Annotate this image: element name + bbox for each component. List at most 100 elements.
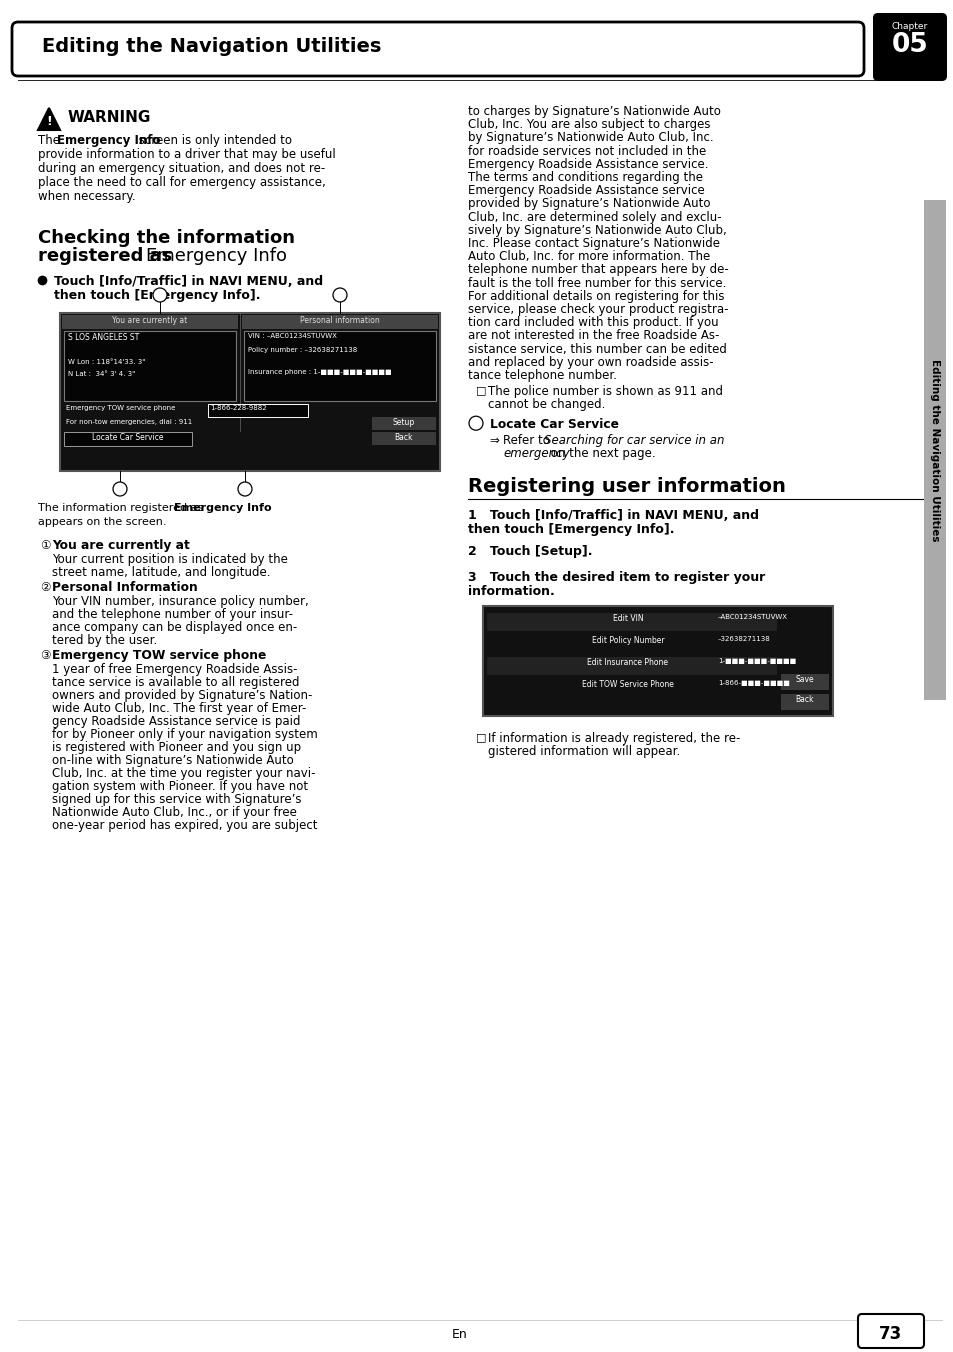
Bar	[781, 694, 828, 710]
Text: gency Roadside Assistance service is paid: gency Roadside Assistance service is pai…	[52, 715, 300, 727]
Text: Edit TOW Service Phone: Edit TOW Service Phone	[581, 680, 673, 690]
Text: Emergency Info: Emergency Info	[174, 503, 272, 512]
Text: Save: Save	[795, 675, 814, 684]
Text: S LOS ANGELES ST: S LOS ANGELES ST	[68, 333, 139, 342]
Text: 4: 4	[117, 487, 123, 496]
Text: For additional details on registering for this: For additional details on registering fo…	[468, 289, 723, 303]
Text: 73: 73	[879, 1325, 902, 1343]
Text: sistance service, this number can be edited: sistance service, this number can be edi…	[468, 342, 726, 356]
Text: then touch [Emergency Info].: then touch [Emergency Info].	[54, 289, 260, 301]
Text: signed up for this service with Signature’s: signed up for this service with Signatur…	[52, 794, 301, 806]
Text: ③: ③	[40, 649, 51, 662]
Text: Your current position is indicated by the: Your current position is indicated by th…	[52, 553, 288, 566]
Bar	[781, 675, 828, 691]
Text: The: The	[38, 134, 64, 147]
Text: 3: 3	[242, 487, 248, 496]
Text: Club, Inc. are determined solely and exclu-: Club, Inc. are determined solely and exc…	[468, 211, 720, 223]
Text: Checking the information: Checking the information	[38, 228, 294, 247]
Text: Club, Inc. at the time you register your navi-: Club, Inc. at the time you register your…	[52, 767, 315, 780]
Text: –ABC01234STUVWX: –ABC01234STUVWX	[718, 614, 787, 621]
Text: tion card included with this product. If you: tion card included with this product. If…	[468, 316, 718, 329]
Text: For non-tow emergencies, dial : 911: For non-tow emergencies, dial : 911	[66, 419, 193, 425]
Text: one-year period has expired, you are subject: one-year period has expired, you are sub…	[52, 819, 317, 831]
Text: –32638271138: –32638271138	[718, 637, 770, 642]
Text: cannot be changed.: cannot be changed.	[488, 399, 605, 411]
Bar	[372, 416, 436, 430]
Text: appears on the screen.: appears on the screen.	[38, 516, 167, 527]
Text: Emergency Info: Emergency Info	[146, 247, 287, 265]
Text: information.: information.	[468, 585, 554, 598]
Text: □: □	[476, 733, 486, 742]
Text: on-line with Signature’s Nationwide Auto: on-line with Signature’s Nationwide Auto	[52, 754, 294, 767]
Bar	[64, 331, 235, 402]
Text: Editing the Navigation Utilities: Editing the Navigation Utilities	[42, 37, 381, 55]
Text: 1-866-■■■-■■■■: 1-866-■■■-■■■■	[718, 680, 789, 687]
Text: Emergency Roadside Assistance service.: Emergency Roadside Assistance service.	[468, 158, 708, 170]
Text: 1-866-228-9882: 1-866-228-9882	[210, 406, 266, 411]
Text: Chapter: Chapter	[891, 22, 927, 31]
Bar	[486, 614, 776, 631]
Text: Insurance phone : 1-■■■-■■■-■■■■: Insurance phone : 1-■■■-■■■-■■■■	[248, 369, 392, 375]
Text: Touch [Info/Traffic] in NAVI MENU, and: Touch [Info/Traffic] in NAVI MENU, and	[54, 274, 323, 288]
Text: ance company can be displayed once en-: ance company can be displayed once en-	[52, 621, 297, 634]
Text: The terms and conditions regarding the: The terms and conditions regarding the	[468, 170, 702, 184]
Text: registered as: registered as	[38, 247, 178, 265]
Text: is registered with Pioneer and you sign up: is registered with Pioneer and you sign …	[52, 741, 301, 754]
Circle shape	[333, 288, 347, 301]
Polygon shape	[38, 108, 60, 130]
Circle shape	[469, 416, 482, 430]
FancyBboxPatch shape	[857, 1314, 923, 1348]
Circle shape	[237, 483, 252, 496]
Bar	[923, 200, 945, 700]
Text: □: □	[476, 385, 486, 395]
Text: 2   Touch [Setup].: 2 Touch [Setup].	[468, 545, 592, 558]
Text: Back: Back	[795, 695, 814, 704]
Text: 05: 05	[891, 32, 927, 58]
Text: telephone number that appears here by de-: telephone number that appears here by de…	[468, 264, 728, 276]
Text: Back: Back	[395, 433, 413, 442]
Text: screen is only intended to: screen is only intended to	[135, 134, 292, 147]
Text: Your VIN number, insurance policy number,: Your VIN number, insurance policy number…	[52, 595, 309, 608]
Text: You are currently at: You are currently at	[52, 539, 190, 552]
Text: gation system with Pioneer. If you have not: gation system with Pioneer. If you have …	[52, 780, 308, 794]
Bar	[64, 433, 192, 446]
Bar	[486, 657, 776, 675]
Text: provided by Signature’s Nationwide Auto: provided by Signature’s Nationwide Auto	[468, 197, 710, 211]
Text: during an emergency situation, and does not re-: during an emergency situation, and does …	[38, 162, 325, 174]
Text: tance telephone number.: tance telephone number.	[468, 369, 617, 383]
Text: Personal information: Personal information	[300, 316, 379, 324]
Text: The police number is shown as 911 and: The police number is shown as 911 and	[488, 385, 722, 399]
FancyBboxPatch shape	[12, 22, 863, 76]
Text: Registering user information: Registering user information	[468, 477, 785, 496]
Text: and the telephone number of your insur-: and the telephone number of your insur-	[52, 608, 293, 621]
Text: If information is already registered, the re-: If information is already registered, th…	[488, 733, 740, 745]
Text: Locate Car Service: Locate Car Service	[490, 418, 618, 431]
Text: Personal Information: Personal Information	[52, 581, 197, 594]
Text: Refer to: Refer to	[502, 434, 553, 448]
Text: N Lat :  34° 3' 4. 3": N Lat : 34° 3' 4. 3"	[68, 370, 135, 377]
Text: fault is the toll free number for this service.: fault is the toll free number for this s…	[468, 277, 725, 289]
Text: owners and provided by Signature’s Nation-: owners and provided by Signature’s Natio…	[52, 690, 312, 702]
Text: 1 year of free Emergency Roadside Assis-: 1 year of free Emergency Roadside Assis-	[52, 662, 297, 676]
Text: street name, latitude, and longitude.: street name, latitude, and longitude.	[52, 566, 271, 579]
Text: Policy number : –32638271138: Policy number : –32638271138	[248, 347, 356, 353]
Text: 2: 2	[336, 292, 343, 303]
Text: by Signature’s Nationwide Auto Club, Inc.: by Signature’s Nationwide Auto Club, Inc…	[468, 131, 713, 145]
Circle shape	[112, 483, 127, 496]
Text: Emergency TOW service phone: Emergency TOW service phone	[52, 649, 266, 662]
Text: Edit Insurance Phone: Edit Insurance Phone	[587, 658, 668, 667]
Bar	[62, 315, 237, 329]
Text: then touch [Emergency Info].: then touch [Emergency Info].	[468, 523, 674, 537]
Text: 3   Touch the desired item to register your: 3 Touch the desired item to register you…	[468, 571, 764, 584]
Text: 1-■■■-■■■-■■■■: 1-■■■-■■■-■■■■	[718, 658, 796, 664]
Text: You are currently at: You are currently at	[112, 316, 188, 324]
Text: Club, Inc. You are also subject to charges: Club, Inc. You are also subject to charg…	[468, 118, 710, 131]
Text: Auto Club, Inc. for more information. The: Auto Club, Inc. for more information. Th…	[468, 250, 709, 264]
Bar	[486, 679, 776, 698]
Text: W Lon : 118°14'33. 3": W Lon : 118°14'33. 3"	[68, 360, 145, 365]
Text: Setup: Setup	[393, 418, 415, 427]
Text: VIN : –ABC01234STUVWX: VIN : –ABC01234STUVWX	[248, 333, 336, 339]
Text: 1   Touch [Info/Traffic] in NAVI MENU, and: 1 Touch [Info/Traffic] in NAVI MENU, and	[468, 510, 759, 522]
Text: Locate Car Service: Locate Car Service	[92, 433, 164, 442]
Bar	[372, 433, 436, 445]
